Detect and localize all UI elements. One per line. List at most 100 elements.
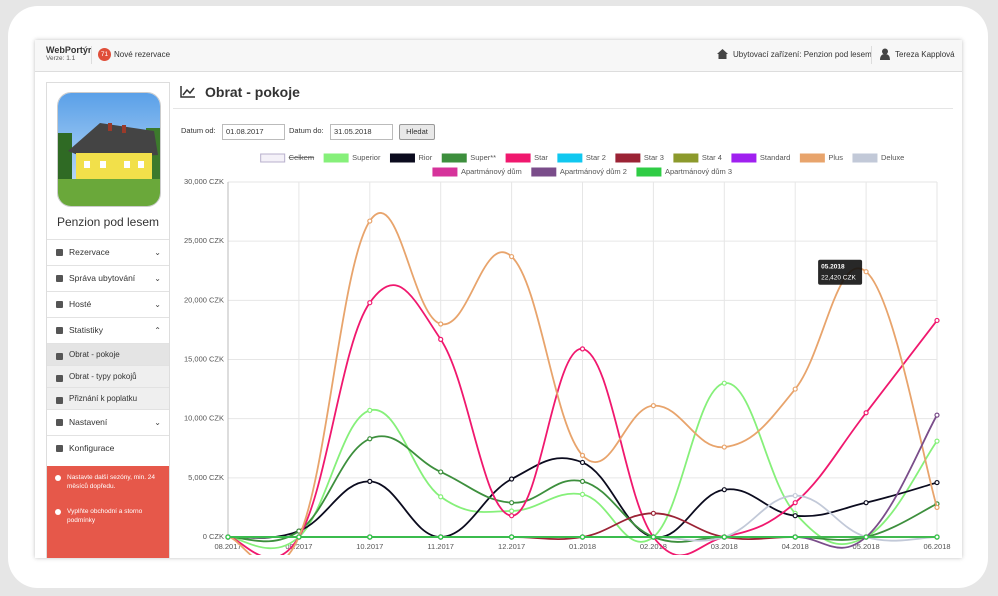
submenu-label: Přiznání k poplatku <box>69 394 138 403</box>
submenu-label: Obrat - pokoje <box>69 350 120 359</box>
submenu-item[interactable]: Přiznání k poplatku <box>47 387 169 409</box>
reservations-link[interactable]: Nové rezervace <box>114 50 171 59</box>
legend-swatch <box>505 153 531 163</box>
property-photo <box>57 92 161 207</box>
legend-item[interactable]: Plus <box>799 153 843 163</box>
menu-label: Nastavení <box>69 417 108 427</box>
divider <box>173 108 953 109</box>
submenu-label: Obrat - typy pokojů <box>69 372 137 381</box>
legend-item[interactable]: Apartmánový dům 3 <box>636 167 732 177</box>
data-point <box>650 403 656 409</box>
menu-label: Hosté <box>69 299 92 309</box>
menu-item[interactable]: Konfigurace <box>47 435 169 461</box>
legend-label: Star 2 <box>586 153 606 162</box>
legend-item[interactable]: Apartmánový dům <box>432 167 522 177</box>
data-point <box>721 534 727 540</box>
legend-label: Plus <box>828 153 843 162</box>
x-tick-label: 11.2017 <box>427 542 454 551</box>
legend-item[interactable]: Rior <box>389 153 433 163</box>
search-button[interactable]: Hledat <box>399 124 435 140</box>
tooltip-box <box>818 259 863 285</box>
legend-swatch <box>531 167 557 177</box>
legend-item[interactable]: Star 2 <box>557 153 606 163</box>
data-point <box>579 534 586 540</box>
data-point <box>792 500 798 506</box>
data-point <box>792 534 798 540</box>
legend-item[interactable]: Star <box>505 153 548 163</box>
legend-label: Star 4 <box>702 153 722 162</box>
separator <box>871 46 872 64</box>
brand: WebPortýr <box>46 45 92 55</box>
data-point <box>438 469 444 475</box>
x-tick-label: 04.2018 <box>782 542 809 551</box>
property-link[interactable]: Ubytovací zařízení: Penzion pod lesem <box>733 50 872 59</box>
menu-item[interactable]: Statistiky ⌃ <box>47 317 169 343</box>
x-tick-label: 12.2017 <box>498 542 525 551</box>
version: Verze: 1.1 <box>46 55 76 62</box>
submenu-item[interactable]: Obrat - pokoje <box>47 343 169 365</box>
data-point <box>509 500 515 506</box>
data-point <box>934 504 940 511</box>
menu-item[interactable]: Správa ubytování ⌄ <box>47 265 169 291</box>
legend-item[interactable]: Deluxe <box>852 153 904 163</box>
legend-swatch <box>441 153 467 163</box>
data-point <box>579 346 586 352</box>
menu-label: Statistiky <box>69 325 104 335</box>
legend-item[interactable]: Superior <box>323 153 381 163</box>
data-point <box>438 321 444 327</box>
data-point <box>792 386 798 392</box>
top-bar: WebPortýr Verze: 1.1 71 Nové rezervace U… <box>35 40 962 72</box>
data-point <box>438 494 444 500</box>
data-point <box>934 317 940 324</box>
date-from-input[interactable]: 01.08.2017 <box>222 124 285 140</box>
legend-label: Super** <box>470 153 496 162</box>
y-tick-label: 10,000 CZK <box>184 414 224 423</box>
data-point <box>863 410 869 416</box>
legend-swatch <box>557 153 583 163</box>
user-name[interactable]: Tereza Kapplová <box>895 50 955 59</box>
legend-swatch <box>673 153 699 163</box>
menu-item[interactable]: Hosté ⌄ <box>47 291 169 317</box>
badge[interactable]: 71 <box>98 48 111 61</box>
data-point <box>721 380 727 386</box>
y-tick-label: 20,000 CZK <box>184 295 224 304</box>
data-point <box>934 438 940 444</box>
title-icon <box>180 86 195 98</box>
legend-item[interactable]: Star 3 <box>615 153 664 163</box>
x-tick-label: 03.2018 <box>711 542 738 551</box>
data-point <box>934 479 940 486</box>
app: WebPortýr Verze: 1.1 71 Nové rezervace U… <box>35 40 962 558</box>
data-point <box>509 513 515 519</box>
legend-swatch <box>323 153 349 163</box>
data-point <box>509 534 515 540</box>
alert[interactable]: Vyplňte obchodní a storno podmínky <box>67 508 143 524</box>
data-point <box>509 476 515 482</box>
alert-icon <box>55 509 61 515</box>
submenu-item[interactable]: Obrat - typy pokojů <box>47 365 169 387</box>
legend-item[interactable]: Apartmánový dům 2 <box>531 167 627 177</box>
user-icon <box>880 48 890 60</box>
page-title: Obrat - pokoje <box>205 84 300 100</box>
data-point <box>650 534 656 540</box>
data-point <box>225 534 231 540</box>
legend-label: Apartmánový dům <box>461 167 522 176</box>
legend-item[interactable]: Celkem <box>260 153 314 163</box>
legend-swatch <box>615 153 641 163</box>
data-point <box>367 478 373 484</box>
legend-item[interactable]: Standard <box>731 153 790 163</box>
date-to-input[interactable]: 31.05.2018 <box>330 124 393 140</box>
legend-swatch <box>852 153 878 163</box>
x-tick-label: 10.2017 <box>356 542 383 551</box>
legend-label: Star 3 <box>644 153 664 162</box>
tooltip-title: 05.2018 <box>821 263 845 270</box>
legend-item[interactable]: Star 4 <box>673 153 722 163</box>
menu-item[interactable]: Rezervace ⌄ <box>47 239 169 265</box>
data-point <box>367 436 373 442</box>
menu-item[interactable]: Nastavení ⌄ <box>47 409 169 435</box>
alert[interactable]: Nastavte další sezóny, min. 24 měsíců do… <box>67 474 156 490</box>
data-point <box>438 534 444 540</box>
x-tick-label: 06.2018 <box>923 542 950 551</box>
data-point <box>579 478 586 484</box>
legend-item[interactable]: Super** <box>441 153 496 163</box>
data-point <box>367 300 373 306</box>
